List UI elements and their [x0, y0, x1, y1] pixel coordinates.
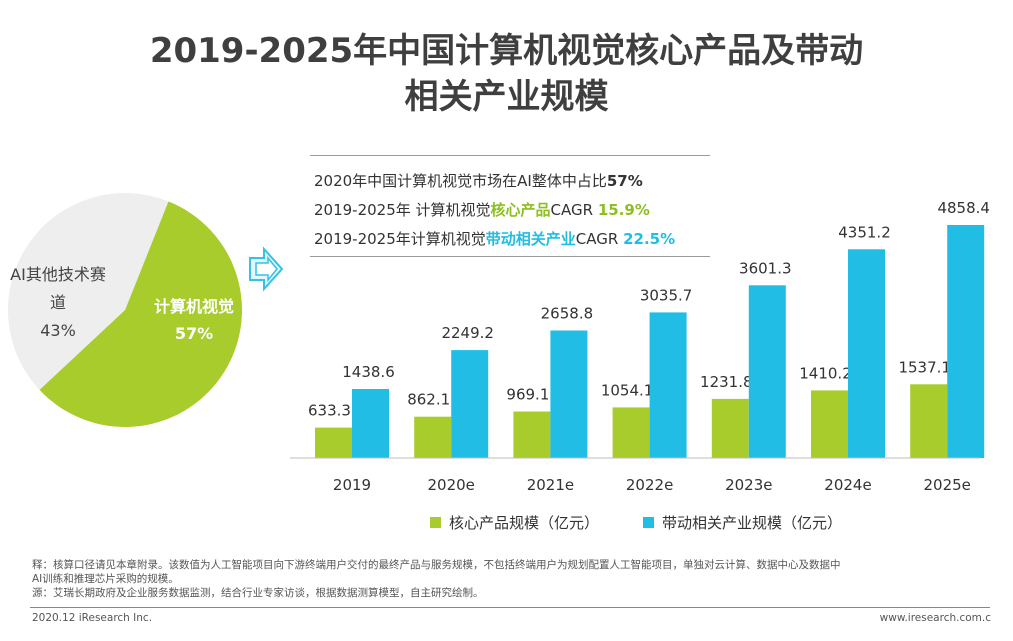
summary-highlight-3: 带动相关产业 [485, 230, 576, 248]
data-label-core-2021e: 969.1 [506, 386, 549, 404]
bar-related-2024e [848, 249, 885, 458]
x-tick-label-2025e: 2025e [923, 476, 970, 494]
data-label-core-2025e: 1537.1 [898, 358, 951, 376]
footer-divider [30, 607, 990, 608]
legend-label-core: 核心产品规模（亿元） [449, 514, 600, 532]
footnote-2: AI训练和推理芯片采购的规模。 [32, 573, 179, 585]
x-tick-label-2022e: 2022e [626, 476, 673, 494]
bar-related-2023e [748, 285, 786, 458]
data-label-core-2023e: 1231.8 [700, 373, 753, 391]
pie-slice-computer-vision [39, 201, 242, 428]
bar-core-2024e [811, 390, 848, 458]
bar-core-2021e [513, 411, 551, 458]
pie-value-cv: 57% [175, 324, 213, 343]
data-label-related-2025e: 4858.4 [937, 199, 990, 217]
bar-related-2025e [947, 225, 985, 458]
legend-swatch-core [430, 517, 441, 528]
pie-value-other: 43% [40, 321, 76, 340]
bar-core-2019 [315, 427, 352, 458]
arrow-right-icon [249, 246, 284, 292]
summary-box: 2020年中国计算机视觉市场在AI整体中占比57% 2019-2025年 计算机… [310, 155, 710, 257]
summary-value-3: 22.5% [623, 230, 676, 248]
data-label-related-2019: 1438.6 [342, 363, 395, 381]
bar-core-2020e [414, 416, 452, 458]
summary-highlight-2: 核心产品 [490, 201, 551, 219]
legend-label-related: 带动相关产业规模（亿元） [662, 514, 843, 532]
pie-label-cv: 计算机视觉 [154, 297, 234, 316]
data-label-related-2024e: 4351.2 [838, 223, 891, 241]
bar-related-2020e [451, 350, 489, 458]
pie-label-other-2: 道 [50, 293, 66, 312]
footnote-1: 释：核算口径请见本章附录。该数值为人工智能项目向下游终端用户交付的最终产品与服务… [32, 559, 841, 571]
legend: 核心产品规模（亿元） 带动相关产业规模（亿元） [430, 512, 842, 533]
pie-slice-ai-other [7, 193, 169, 390]
pie-label-other-1: AI其他技术赛 [10, 265, 106, 284]
x-tick-label-2020e: 2020e [427, 476, 474, 494]
data-label-core-2019: 633.3 [308, 402, 351, 420]
bar-chart: 633.3 1438.6 2019 862.1 2249.2 2020e 969.1 2658… [290, 199, 990, 494]
data-label-core-2022e: 1054.1 [601, 381, 654, 399]
data-label-related-2022e: 3035.7 [640, 286, 693, 304]
data-label-related-2020e: 2249.2 [441, 324, 494, 342]
data-label-related-2021e: 2658.8 [541, 305, 594, 323]
bar-core-2023e [711, 398, 749, 458]
title-line-2: 相关产业规模 [404, 77, 609, 117]
bar-related-2021e [550, 330, 588, 458]
legend-swatch-related [643, 517, 655, 528]
x-tick-label-2019: 2019 [333, 476, 371, 494]
summary-value-2: 15.9% [597, 201, 650, 219]
data-label-core-2020e: 862.1 [407, 391, 450, 409]
summary-value-1: 57% [606, 172, 643, 190]
bar-core-2025e [910, 384, 948, 458]
title-line-1: 2019-2025年中国计算机视觉核心产品及带动 [149, 31, 864, 71]
footnotes: 释：核算口径请见本章附录。该数值为人工智能项目向下游终端用户交付的最终产品与服务… [32, 558, 992, 600]
x-tick-label-2023e: 2023e [725, 476, 772, 494]
x-tick-label-2024e: 2024e [824, 476, 871, 494]
x-tick-label-2021e: 2021e [527, 476, 574, 494]
bar-related-2022e [649, 312, 687, 458]
footnote-source: 源：艾瑞长期政府及企业服务数据监测，结合行业专家访谈，根据数据测算模型，自主研究… [32, 587, 484, 599]
footer-website: www.iresearch.com.c [879, 612, 991, 624]
legend-item-related: 带动相关产业规模（亿元） [643, 512, 842, 533]
bar-core-2022e [612, 407, 650, 458]
bar-related-2019 [352, 389, 389, 458]
footer-copyright: 2020.12 iResearch Inc. [32, 612, 153, 624]
summary-line-3: 2019-2025年计算机视觉带动相关产业CAGR 22.5% [314, 230, 676, 248]
pie-chart: 计算机视觉 57% AI其他技术赛 道 43% [7, 193, 242, 428]
summary-line-1: 2020年中国计算机视觉市场在AI整体中占比57% [314, 172, 643, 190]
chart-title: 2019-2025年中国计算机视觉核心产品及带动 相关产业规模 [0, 28, 1013, 120]
data-label-related-2023e: 3601.3 [739, 259, 792, 277]
legend-item-core: 核心产品规模（亿元） [430, 512, 599, 533]
bar-group: 633.3 1438.6 2019 862.1 2249.2 2020e 969.1 2658… [308, 199, 990, 494]
data-label-core-2024e: 1410.2 [799, 364, 852, 382]
summary-line-2: 2019-2025年 计算机视觉核心产品CAGR 15.9% [314, 201, 650, 219]
